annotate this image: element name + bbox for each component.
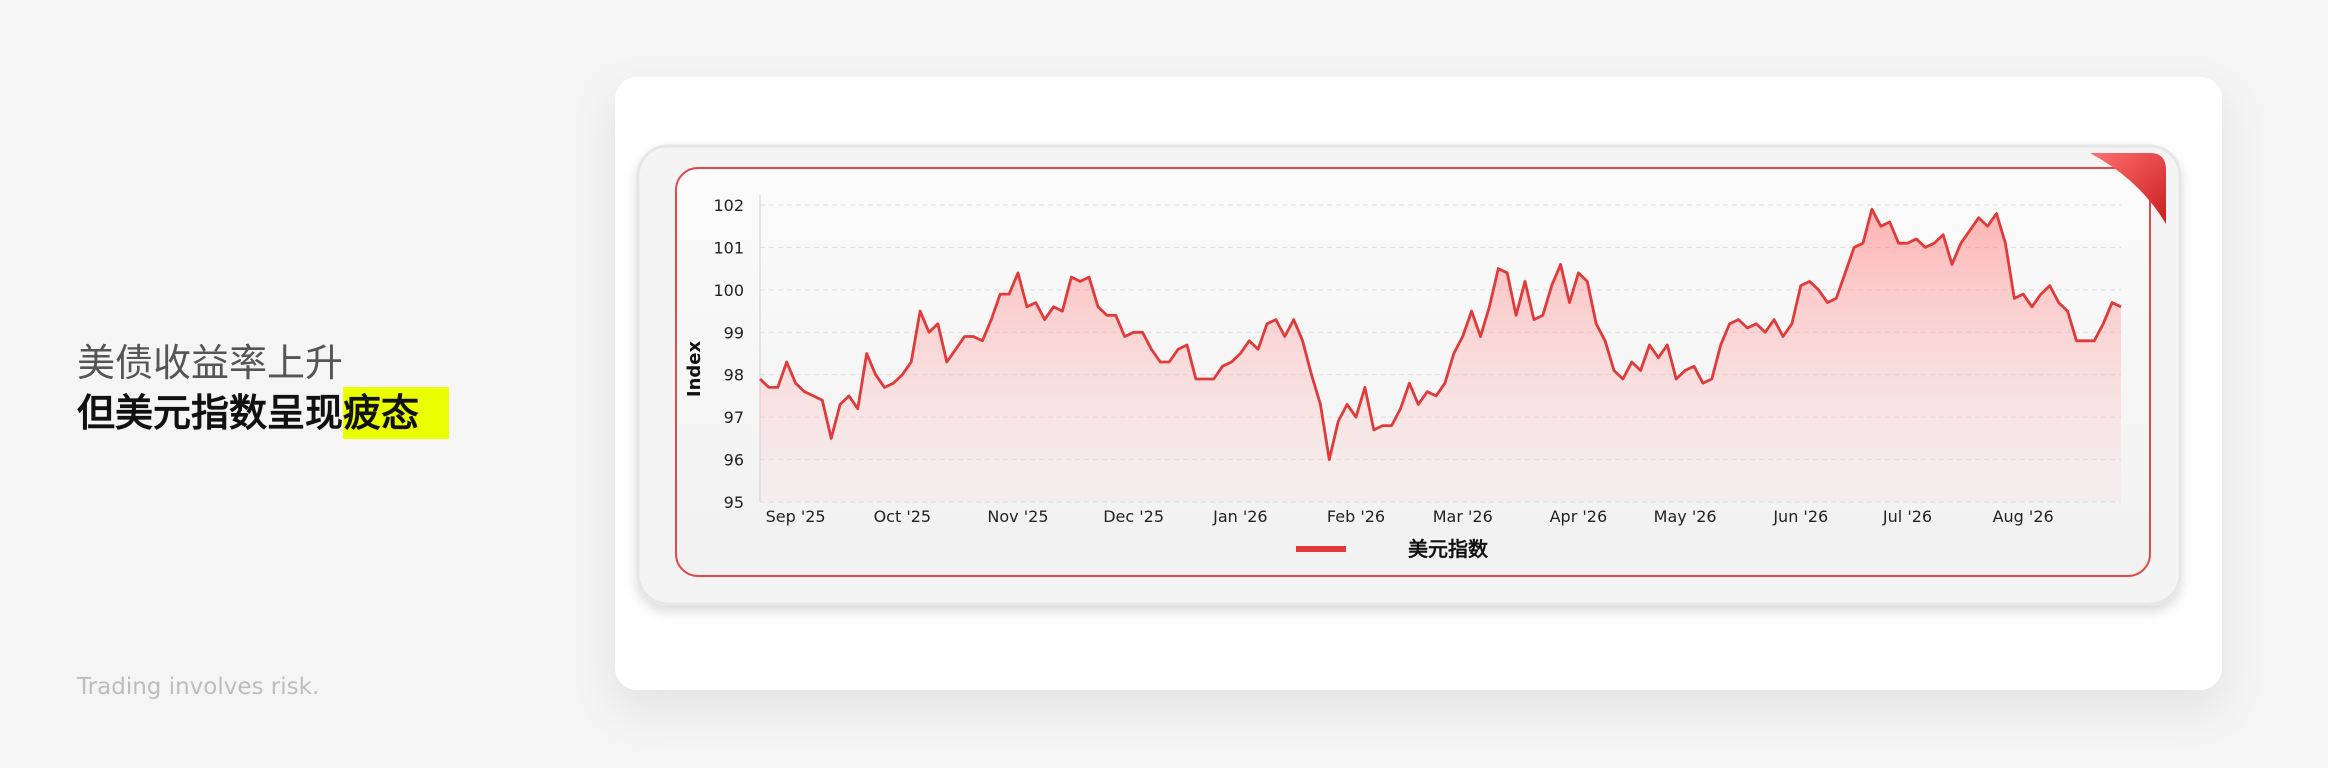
line <box>759 207 2122 461</box>
y-tick-label: 99 <box>724 323 744 342</box>
x-tick-label: Apr '26 <box>1550 507 1608 526</box>
y-axis-title: Index <box>684 341 705 398</box>
y-tick-label: 101 <box>713 238 744 257</box>
y-tick-label: 98 <box>724 366 744 385</box>
y-tick-label: 96 <box>724 451 744 470</box>
plot: 95 96 97 98 99 100 101 102 Sep '25 Oct '25 Nov '25… <box>713 195 2122 561</box>
x-tick-label: Oct '25 <box>874 507 932 526</box>
headline-highlight: 疲态 <box>343 387 450 439</box>
y-tick-label: 95 <box>724 493 744 512</box>
x-tick-label: Jan '26 <box>1212 507 1268 526</box>
x-tick-label: May '26 <box>1654 507 1717 526</box>
headline-text: 但美元指数呈现 <box>77 391 344 435</box>
y-tick-label: 100 <box>713 281 744 300</box>
area <box>760 209 2121 502</box>
x-tick-label: Nov '25 <box>987 507 1048 526</box>
legend-label: 美元指数 <box>1408 537 1489 561</box>
x-tick-label: Mar '26 <box>1433 507 1493 526</box>
disclaimer: Trading involves risk. <box>77 674 320 700</box>
headline-line1: 美债收益率上升 <box>77 341 344 385</box>
corner-ribbon <box>2090 153 2166 224</box>
x-tick-label: Aug '26 <box>1993 507 2054 526</box>
headline-line2: 但美元指数呈现疲态 <box>77 382 450 439</box>
x-tick-label: Dec '25 <box>1103 507 1164 526</box>
x-tick-label: Feb '26 <box>1327 507 1385 526</box>
x-tick-label: Sep '25 <box>766 507 826 526</box>
x-tick-label: Jun '26 <box>1772 507 1828 526</box>
y-tick-label: 97 <box>724 408 744 427</box>
y-tick-label: 102 <box>713 196 744 215</box>
x-tick-label: Jul '26 <box>1882 507 1932 526</box>
